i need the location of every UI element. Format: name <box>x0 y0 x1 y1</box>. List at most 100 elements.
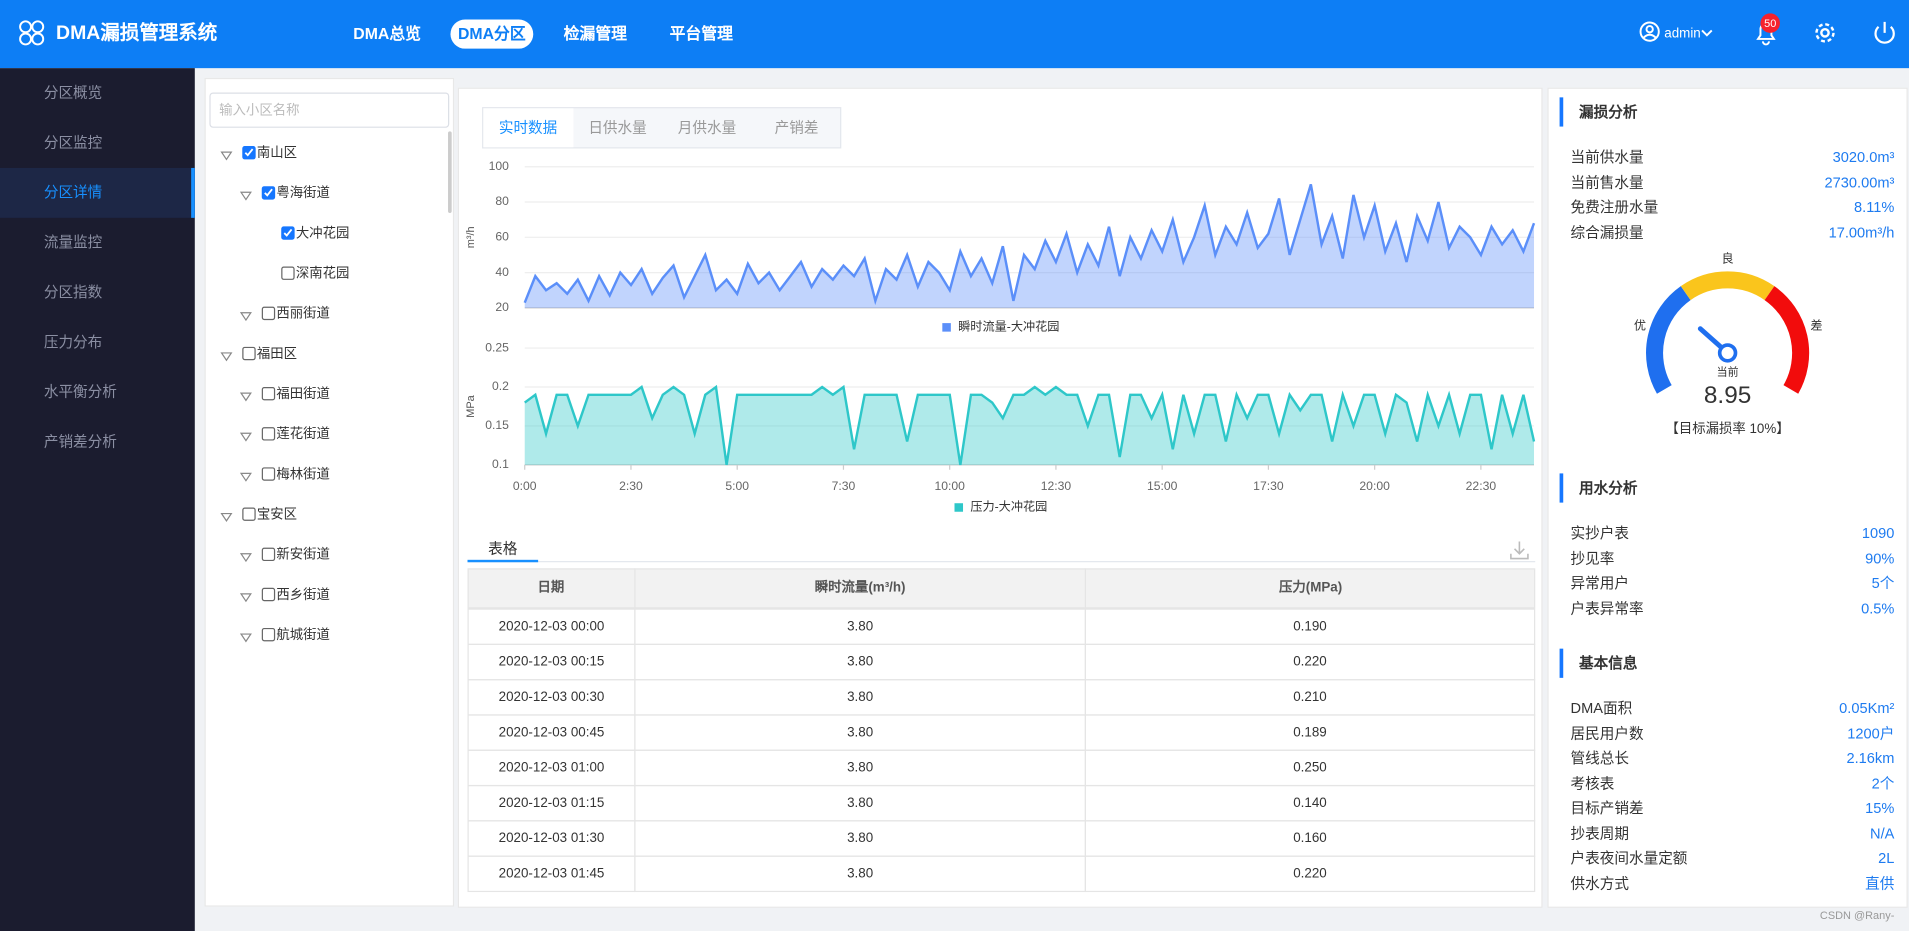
table-cell: 2020-12-03 01:30 <box>467 820 636 857</box>
sidebar-item[interactable]: 分区指数 <box>43 283 103 301</box>
gear-icon[interactable] <box>1815 23 1835 43</box>
info-label: 目标产销差 <box>1570 799 1644 817</box>
info-value: 2.16km <box>1846 749 1895 767</box>
header-icons <box>19 13 1895 46</box>
tree-arrow[interactable] <box>239 549 252 563</box>
table-tab-underline <box>467 559 539 563</box>
tree-checkbox[interactable] <box>261 306 276 321</box>
sidebar-item[interactable]: 压力分布 <box>43 333 103 351</box>
tree-label[interactable]: 梅林街道 <box>276 467 330 482</box>
tree-label[interactable]: 福田街道 <box>276 387 330 402</box>
tree-checkbox[interactable] <box>261 186 276 200</box>
table-cell: 2020-12-03 00:00 <box>467 608 636 646</box>
tree-checkbox[interactable] <box>261 427 276 441</box>
power-icon[interactable] <box>1874 21 1895 44</box>
table-cell: 3.80 <box>634 608 1086 646</box>
sidebar-item[interactable]: 水平衡分析 <box>43 383 117 401</box>
table-header-cell: 压力(MPa) <box>1084 568 1535 609</box>
table-cell: 3.80 <box>634 784 1086 822</box>
tree-label[interactable]: 深南花园 <box>295 266 350 282</box>
tree-label[interactable]: 南山区 <box>256 146 298 161</box>
tree-label[interactable]: 莲花街道 <box>276 427 330 442</box>
table-header-cell: 瞬时流量(m³/h) <box>634 568 1084 609</box>
tab[interactable]: 日供水量 <box>588 119 647 137</box>
tree-label[interactable]: 福田区 <box>256 346 298 362</box>
table-cell: 2020-12-03 00:30 <box>467 679 636 716</box>
tree-arrow[interactable] <box>239 589 252 603</box>
info-label: 户表异常率 <box>1570 599 1644 617</box>
tree-arrow[interactable] <box>239 469 252 482</box>
user-name[interactable]: admin <box>1664 26 1701 42</box>
info-label: 当前供水量 <box>1570 148 1644 166</box>
tree-checkbox[interactable] <box>281 266 295 280</box>
tree-arrow[interactable] <box>239 388 252 402</box>
tree-label[interactable]: 西丽街道 <box>276 306 330 322</box>
table-tab[interactable]: 表格 <box>488 540 518 558</box>
tree-checkbox[interactable] <box>281 226 295 240</box>
info-label: 供水方式 <box>1570 874 1629 892</box>
nav-item[interactable]: 平台管理 <box>669 24 733 43</box>
download-icon[interactable] <box>1507 538 1531 562</box>
info-value: 17.00m³/h <box>1828 223 1895 241</box>
table-cell: 3.80 <box>634 643 1086 681</box>
tree-arrow[interactable] <box>220 509 233 522</box>
info-value: 2730.00m³ <box>1824 173 1895 191</box>
info-value: 3020.0m³ <box>1832 148 1895 166</box>
sidebar-item[interactable]: 分区详情 <box>0 167 195 218</box>
tree-label[interactable]: 粤海街道 <box>276 186 330 201</box>
table-cell: 0.189 <box>1084 714 1536 751</box>
table-cell: 0.140 <box>1084 784 1536 822</box>
tree-label[interactable]: 大冲花园 <box>295 226 350 241</box>
tab[interactable]: 月供水量 <box>677 119 737 137</box>
table-header-bg <box>467 568 1536 609</box>
sidebar-item[interactable]: 产销差分析 <box>43 433 117 451</box>
table-cell: 2020-12-03 00:15 <box>467 643 636 681</box>
tree-label[interactable]: 航城街道 <box>276 627 330 643</box>
table-tab-line <box>467 561 1536 563</box>
info-label: 抄表周期 <box>1570 824 1629 842</box>
info-value: 直供 <box>1865 874 1895 892</box>
table-cell: 2020-12-03 00:45 <box>467 714 636 751</box>
tree-checkbox[interactable] <box>261 587 276 602</box>
tree-arrow[interactable] <box>239 428 252 442</box>
info-label: 综合漏损量 <box>1570 223 1644 241</box>
sidebar-item[interactable]: 分区监控 <box>43 133 103 151</box>
tree-arrow[interactable] <box>220 147 233 161</box>
info-label: 管线总长 <box>1570 749 1629 767</box>
table-cell: 0.250 <box>1084 749 1536 787</box>
tree-arrow[interactable] <box>239 629 252 643</box>
tree-label[interactable]: 西乡街道 <box>276 587 330 603</box>
info-value: 90% <box>1865 549 1895 567</box>
tree-label[interactable]: 新安街道 <box>276 547 330 563</box>
search-input[interactable] <box>209 92 450 128</box>
tree-arrow[interactable] <box>220 348 233 362</box>
table-cell: 2020-12-03 01:00 <box>467 749 636 787</box>
tab[interactable]: 产销差 <box>774 119 819 137</box>
tree-arrow[interactable] <box>239 308 252 322</box>
tree-label[interactable]: 宝安区 <box>256 507 298 523</box>
info-value: 1090 <box>1861 524 1895 542</box>
tree-checkbox[interactable] <box>261 627 276 642</box>
table-cell: 3.80 <box>634 855 1086 893</box>
tree-panel <box>204 77 455 907</box>
tree-checkbox[interactable] <box>261 467 276 481</box>
info-label: 户表夜间水量定额 <box>1570 849 1688 867</box>
badge-bg <box>1760 13 1780 33</box>
tab[interactable]: 实时数据 <box>483 108 573 148</box>
table-cell: 3.80 <box>634 714 1086 751</box>
panel-title-bar <box>1559 473 1564 503</box>
info-label: 考核表 <box>1570 774 1615 792</box>
sidebar-item[interactable]: 流量监控 <box>43 233 103 251</box>
nav-item[interactable]: 检漏管理 <box>563 24 627 43</box>
sidebar-item[interactable]: 分区概览 <box>43 83 103 102</box>
nav-item[interactable]: DMA总览 <box>353 24 421 43</box>
tree-checkbox[interactable] <box>242 346 256 361</box>
tree-checkbox[interactable] <box>261 387 276 401</box>
user-icon[interactable] <box>1639 21 1713 42</box>
nav-item[interactable]: DMA分区 <box>450 19 534 49</box>
tree-checkbox[interactable] <box>261 547 276 562</box>
header-bar <box>0 0 1909 69</box>
tree-checkbox[interactable] <box>242 146 256 160</box>
tree-checkbox[interactable] <box>242 507 256 521</box>
tree-arrow[interactable] <box>239 187 252 201</box>
